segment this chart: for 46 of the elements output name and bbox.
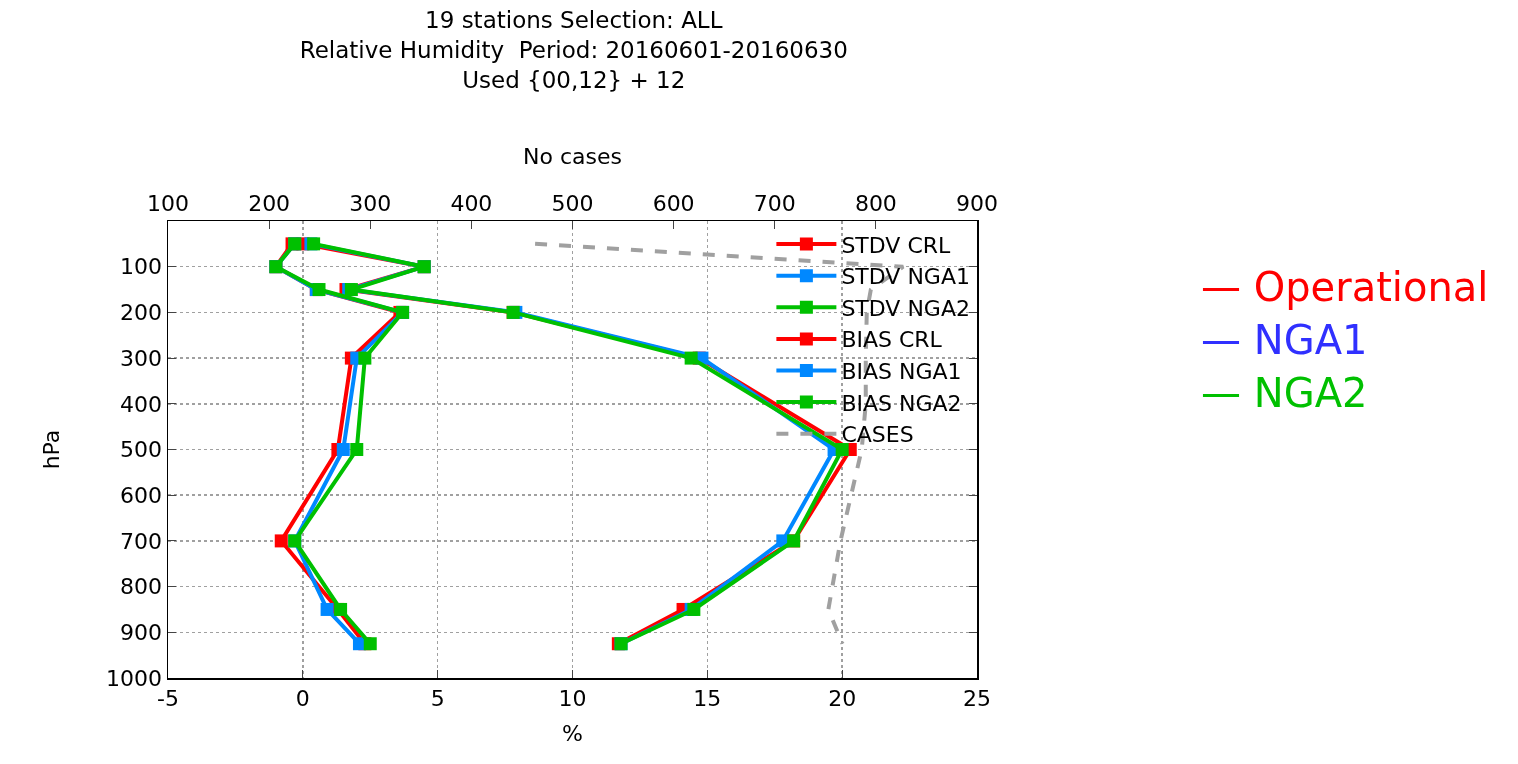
- point: [363, 637, 377, 651]
- point: [358, 351, 372, 365]
- x2-axis-title: No cases: [523, 143, 622, 169]
- x-tick-label: 20: [828, 685, 857, 711]
- text: — NGA2: [1201, 370, 1368, 416]
- x-tick-label: 5: [430, 685, 445, 711]
- chart-title: 19 stations Selection: ALL Relative Humidity Period: 20160601-20160630 Used {00,12} + 12: [299, 7, 848, 94]
- y-tick-label: 500: [120, 437, 163, 463]
- y-axis-title: hPa: [39, 429, 65, 470]
- y-tick-label: 800: [120, 574, 163, 600]
- y-tick-label: 600: [120, 482, 163, 508]
- x2-tick-label: 300: [349, 190, 392, 216]
- x2-tick-label: 400: [450, 190, 493, 216]
- x2-tick-label: 200: [248, 190, 291, 216]
- x-tick-label: 0: [295, 685, 310, 711]
- x-axis-title: %: [562, 720, 583, 746]
- text: — NGA1: [1201, 317, 1368, 363]
- point: [350, 443, 364, 456]
- y-tick-label: 700: [120, 528, 163, 554]
- y-tick-label: 900: [120, 620, 163, 645]
- legend-label: STDV CRL: [841, 232, 952, 258]
- point: [320, 602, 334, 616]
- legend-label: BIAS NGA2: [841, 390, 962, 416]
- x2-tick-label: 700: [753, 190, 796, 216]
- legend-label: STDV NGA2: [841, 295, 970, 321]
- x-tick-label: 25: [963, 685, 991, 711]
- x2-tick-label: 100: [147, 190, 189, 216]
- legend-label: BIAS NGA1: [841, 359, 962, 385]
- text: — Operational: [1201, 264, 1489, 310]
- point: [835, 443, 849, 456]
- y-tick-label: 300: [120, 345, 163, 371]
- legend-label: CASES: [841, 422, 914, 448]
- y-tick-label: 100: [120, 254, 163, 280]
- y-tick-label: 400: [120, 391, 163, 417]
- point: [274, 534, 288, 548]
- point: [684, 351, 698, 365]
- x2-tick-label: 800: [854, 190, 897, 216]
- x-tick-label: 15: [693, 685, 722, 711]
- point: [336, 443, 350, 456]
- x2-tick-label: 900: [956, 190, 998, 216]
- x-tick-label: 10: [558, 685, 587, 711]
- x2-tick-label: 500: [551, 190, 594, 216]
- legend-label: BIAS CRL: [841, 327, 943, 353]
- legend-label: STDV NGA1: [841, 264, 970, 290]
- y-tick-label: 200: [120, 300, 163, 326]
- x2-tick-label: 600: [652, 190, 695, 216]
